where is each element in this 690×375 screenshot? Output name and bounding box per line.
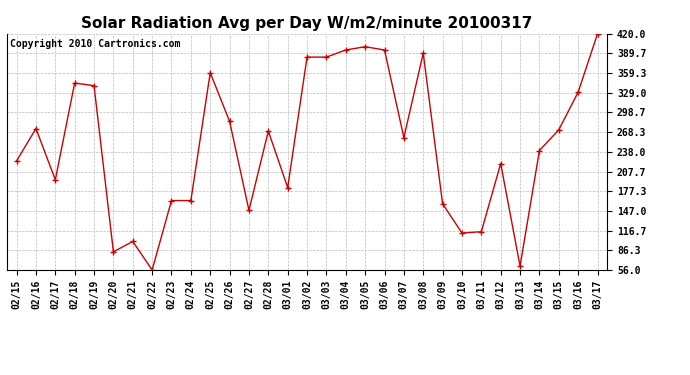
Text: Copyright 2010 Cartronics.com: Copyright 2010 Cartronics.com: [10, 39, 180, 48]
Title: Solar Radiation Avg per Day W/m2/minute 20100317: Solar Radiation Avg per Day W/m2/minute …: [81, 16, 533, 31]
